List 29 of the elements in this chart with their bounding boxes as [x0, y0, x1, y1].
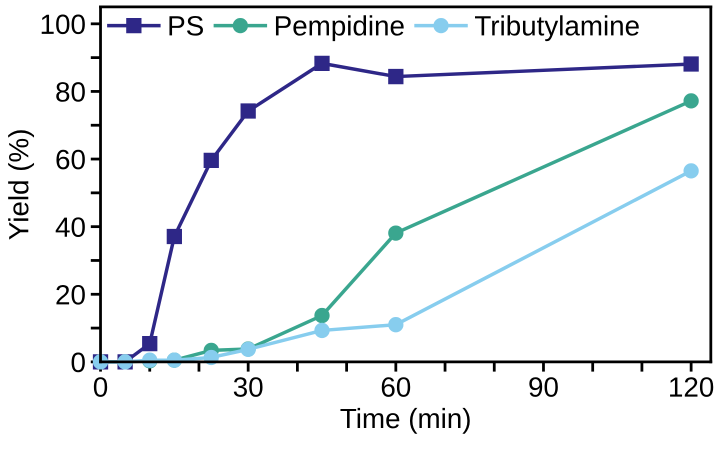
point — [142, 336, 158, 352]
point — [683, 163, 699, 179]
point — [388, 317, 404, 332]
legend-label: Pempidine — [276, 15, 404, 42]
x-tick-label: 30 — [234, 377, 263, 397]
point — [314, 308, 330, 324]
y-tick-label: 0 — [72, 352, 85, 372]
legend-label: Tributylamine — [475, 15, 639, 42]
point — [240, 103, 256, 119]
point — [388, 225, 404, 241]
y-tick-label: 20 — [56, 284, 85, 305]
point — [683, 56, 699, 72]
x-tick-label: 90 — [529, 377, 558, 397]
y-tick-label: 60 — [56, 150, 85, 170]
legend-label: PS — [169, 16, 203, 36]
y-tick-label: 40 — [56, 217, 85, 237]
point — [204, 152, 219, 168]
point — [166, 228, 182, 244]
y-tick-label: 80 — [56, 82, 85, 102]
point — [683, 93, 699, 109]
x-tick-label: 0 — [94, 377, 108, 397]
y-axis-title: Yield (%) — [8, 130, 34, 240]
y-tick-label: 100 — [42, 14, 85, 34]
point — [314, 56, 330, 72]
point — [388, 68, 404, 84]
x-tick-label: 60 — [382, 377, 410, 397]
point — [314, 322, 330, 338]
x-axis-title: Time (min) — [340, 408, 470, 434]
x-tick-label: 120 — [670, 377, 714, 397]
